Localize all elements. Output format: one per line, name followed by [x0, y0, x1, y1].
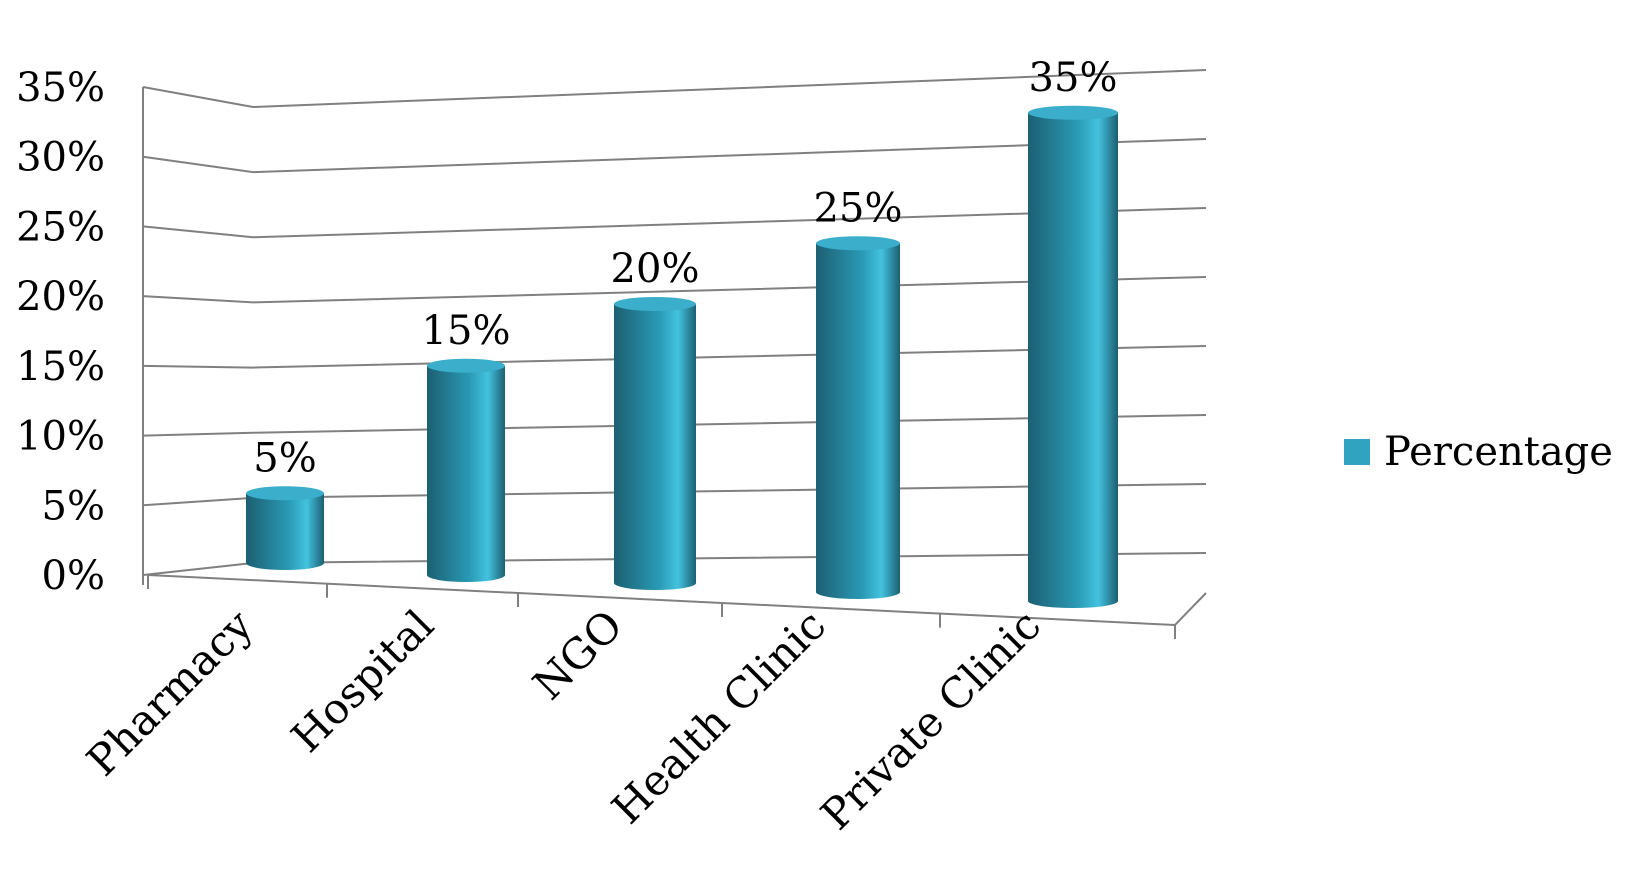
x-tick-label: Private Clinic: [811, 600, 1050, 839]
y-tick-label: 35%: [16, 65, 105, 111]
bar-body: [427, 365, 505, 582]
bar-pharmacy: [246, 486, 324, 570]
y-tick-label: 30%: [16, 135, 105, 181]
bar-body: [614, 304, 696, 590]
data-label: 15%: [422, 308, 511, 354]
bar-body: [1028, 112, 1118, 608]
bar-top: [427, 358, 505, 373]
y-tick-label: 5%: [42, 483, 105, 529]
y-tick-label: 20%: [16, 274, 105, 320]
data-label: 20%: [611, 246, 700, 292]
bars: [246, 105, 1118, 608]
bar-top: [246, 486, 324, 501]
bar-hospital: [427, 358, 505, 582]
data-labels: 5% 15% 20% 25% 35%: [253, 55, 1117, 482]
data-label: 25%: [814, 185, 903, 231]
legend: Percentage: [1344, 429, 1613, 475]
y-tick-label: 0%: [42, 553, 105, 599]
x-tick-label: Pharmacy: [77, 600, 262, 785]
legend-swatch: [1344, 439, 1370, 465]
data-label: 35%: [1029, 55, 1118, 101]
gridline: [142, 138, 1207, 174]
y-tick-label: 25%: [16, 204, 105, 250]
gridlines: [142, 69, 1207, 639]
bar-health-clinic: [816, 236, 900, 599]
bar-body: [246, 493, 324, 570]
bar-top: [1028, 105, 1118, 120]
legend-label: Percentage: [1384, 429, 1613, 475]
bar-body: [816, 243, 900, 599]
x-tick-label: Health Clinic: [602, 600, 835, 833]
bar-top: [614, 297, 696, 311]
y-tick-label: 10%: [16, 414, 105, 460]
x-tick-label: Hospital: [282, 600, 443, 761]
bar-private-clinic: [1028, 105, 1118, 608]
data-label: 5%: [253, 435, 316, 481]
gridline: [142, 69, 1207, 109]
bar-top: [816, 236, 900, 251]
gridline: [142, 207, 1207, 239]
y-tick-label: 15%: [16, 344, 105, 390]
bar-ngo: [614, 297, 696, 590]
y-axis-tick-labels: 0% 5% 10% 15% 20% 25% 30% 35%: [16, 65, 105, 599]
x-tick-label: NGO: [523, 600, 632, 709]
